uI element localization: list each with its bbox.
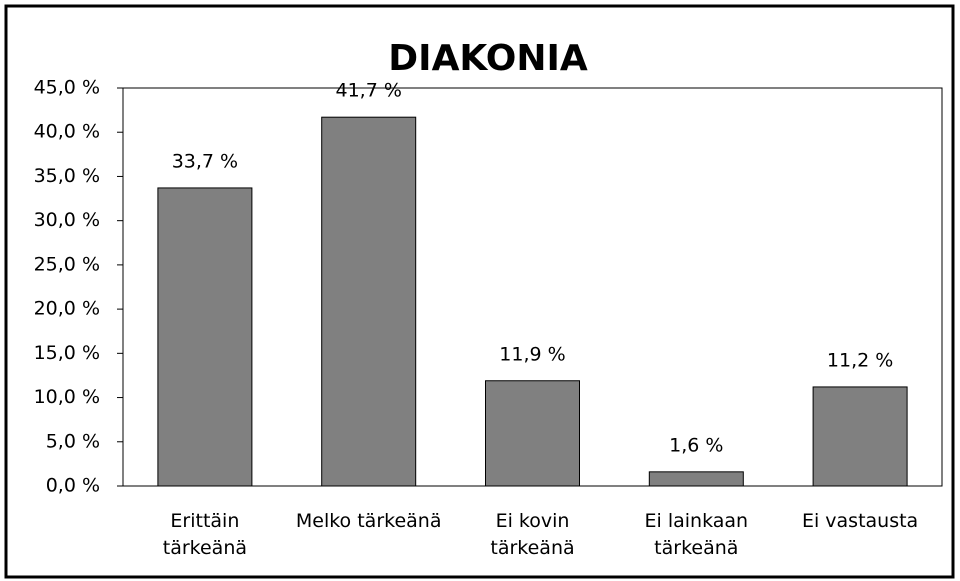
y-tick-label: 40,0 %	[34, 121, 100, 143]
data-label: 41,7 %	[335, 80, 401, 102]
bar	[321, 116, 417, 487]
x-tick-label: Ei lainkaan tärkeänä	[644, 510, 749, 559]
data-label: 1,6 %	[669, 434, 723, 456]
y-tick-label: 25,0 %	[34, 253, 100, 275]
y-tick-label: 35,0 %	[34, 165, 100, 187]
y-tick-label: 10,0 %	[34, 386, 100, 408]
y-tick-label: 15,0 %	[34, 342, 100, 364]
data-label: 11,2 %	[827, 349, 893, 371]
bar	[648, 471, 744, 487]
bar	[157, 187, 253, 487]
bar	[485, 380, 580, 487]
y-tick-label: 0,0 %	[46, 475, 100, 497]
y-tick-label: 30,0 %	[34, 209, 100, 231]
data-label: 33,7 %	[172, 150, 238, 172]
y-tick-label: 5,0 %	[46, 430, 100, 452]
x-tick-label: Melko tärkeänä	[295, 510, 442, 532]
bar	[812, 386, 908, 487]
x-tick-label: Ei kovin tärkeänä	[490, 510, 575, 559]
chart-frame	[4, 4, 955, 579]
chart-title: DIAKONIA	[388, 38, 588, 79]
y-tick-label: 45,0 %	[34, 77, 100, 99]
y-tick-label: 20,0 %	[34, 298, 100, 320]
data-label: 11,9 %	[499, 343, 565, 365]
x-tick-label: Erittäin tärkeänä	[162, 510, 248, 559]
x-tick-label: Ei vastausta	[801, 510, 919, 532]
